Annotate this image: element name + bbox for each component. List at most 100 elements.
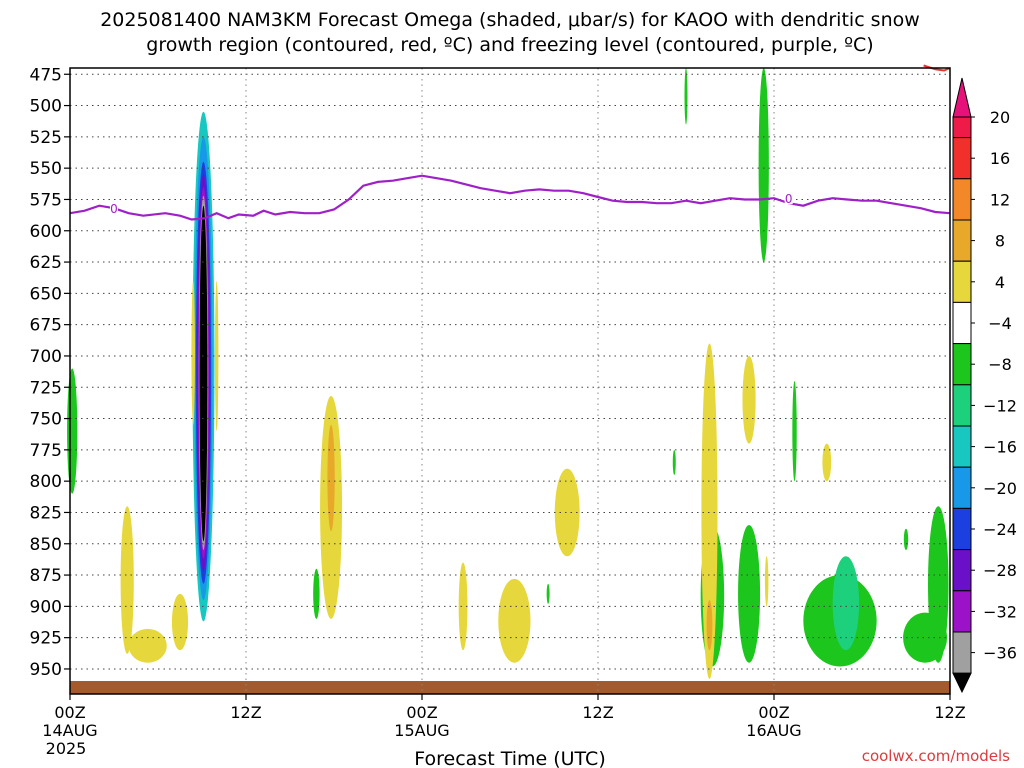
y-tick-label: 750 — [30, 410, 62, 430]
colorbar: 20 16 12 8 4 −4 −8 −12 −16 −20 −24 −28 −32 −36 — [952, 77, 1017, 694]
colorbar-label: −36 — [983, 644, 1017, 663]
freezing-level-label: 0 — [110, 202, 118, 216]
colorbar-label: 8 — [995, 232, 1005, 251]
colorbar-swatch — [952, 425, 972, 468]
x-tick-date: 15AUG — [394, 721, 449, 740]
y-tick-label: 475 — [30, 65, 62, 85]
omega-region — [672, 449, 676, 475]
x-tick-label: 12Z — [934, 703, 965, 722]
x-tick-date: 14AUG — [42, 721, 97, 740]
colorbar-swatch — [952, 301, 972, 345]
credit-text: coolwx.com/models — [862, 747, 1010, 765]
omega-region — [742, 355, 756, 444]
omega-region — [822, 443, 832, 482]
colorbar-swatch — [952, 507, 972, 551]
y-tick-label: 550 — [30, 159, 62, 179]
grid-lines — [70, 68, 950, 694]
omega-region — [199, 205, 208, 542]
colorbar-label: −8 — [988, 355, 1012, 374]
y-tick-label: 900 — [30, 597, 62, 617]
y-tick-label: 650 — [30, 284, 62, 304]
colorbar-swatch — [952, 219, 972, 262]
omega-region — [214, 280, 219, 432]
ground-strip — [70, 681, 950, 694]
y-tick-label: 725 — [30, 378, 62, 398]
x-tick-label: 00Z — [758, 703, 789, 722]
y-tick-label: 575 — [30, 190, 62, 210]
y-tick-label: 675 — [30, 316, 62, 336]
x-tick-label: 12Z — [230, 703, 261, 722]
x-axis-label: Forecast Time (UTC) — [414, 748, 605, 768]
freezing-level-line — [69, 174, 951, 221]
colorbar-swatch — [952, 116, 972, 139]
chart-title-line1: 2025081400 NAM3KM Forecast Omega (shaded… — [100, 9, 920, 31]
y-tick-label: 875 — [30, 566, 62, 586]
y-tick-label: 825 — [30, 503, 62, 523]
y-tick-label: 925 — [30, 629, 62, 649]
x-tick-label: 12Z — [582, 703, 613, 722]
omega-shading — [67, 68, 949, 679]
omega-region — [701, 343, 718, 679]
freezing-level-label-bg — [110, 202, 118, 215]
colorbar-label: −32 — [983, 602, 1017, 621]
y-tick-label: 850 — [30, 535, 62, 555]
y-tick-label: 625 — [30, 253, 62, 273]
omega-region — [738, 524, 761, 663]
omega-region — [903, 528, 909, 551]
plot-frame — [69, 67, 951, 695]
colorbar-top-arrow — [952, 77, 972, 118]
omega-region — [120, 506, 134, 654]
omega-region — [128, 628, 167, 663]
omega-region — [498, 578, 531, 663]
chart-title-line2: growth region (contoured, red, ºC) and f… — [146, 34, 873, 56]
omega-region — [758, 68, 769, 263]
freezing-level-label-bg — [784, 192, 793, 205]
y-tick-label: 500 — [30, 97, 62, 117]
colorbar-swatch — [952, 466, 972, 509]
colorbar-bottom-arrow — [952, 672, 972, 694]
omega-region — [191, 280, 195, 425]
y-tick-label: 800 — [30, 472, 62, 492]
y-tick-label: 775 — [30, 441, 62, 461]
omega-region — [832, 556, 860, 651]
omega-region — [792, 381, 797, 482]
colorbar-swatch — [952, 549, 972, 592]
omega-region — [313, 568, 320, 619]
colorbar-label: −4 — [988, 314, 1012, 333]
colorbar-label: 16 — [990, 149, 1010, 168]
colorbar-swatch — [952, 384, 972, 427]
y-tick-label: 600 — [30, 222, 62, 242]
colorbar-label: −20 — [983, 479, 1017, 498]
omega-region — [684, 68, 688, 125]
colorbar-label: −16 — [983, 438, 1017, 457]
colorbar-swatch — [952, 590, 972, 633]
colorbar-label: −28 — [983, 561, 1017, 580]
colorbar-swatch — [952, 260, 972, 303]
colorbar-label: 12 — [990, 190, 1010, 209]
colorbar-swatch — [952, 137, 972, 180]
omega-region — [458, 562, 468, 651]
omega-region — [327, 424, 335, 532]
y-tick-label: 950 — [30, 660, 62, 680]
omega-region — [554, 468, 580, 557]
y-tick-label: 525 — [30, 128, 62, 148]
freezing-level-label: 0 — [785, 192, 793, 206]
x-tick-date: 16AUG — [746, 721, 801, 740]
colorbar-label: −12 — [983, 396, 1017, 415]
omega-region — [546, 583, 550, 604]
colorbar-swatch — [952, 631, 972, 674]
colorbar-swatch — [952, 343, 972, 386]
omega-region — [903, 612, 948, 663]
colorbar-label: −24 — [983, 520, 1017, 539]
omega-region — [706, 600, 713, 651]
y-tick-label: 700 — [30, 347, 62, 367]
x-tick-year: 2025 — [46, 739, 87, 758]
omega-region — [171, 593, 189, 651]
colorbar-label: 4 — [995, 273, 1005, 292]
omega-region — [764, 556, 769, 607]
colorbar-swatch — [952, 178, 972, 221]
x-tick-label: 00Z — [406, 703, 437, 722]
colorbar-label: 20 — [990, 108, 1010, 127]
